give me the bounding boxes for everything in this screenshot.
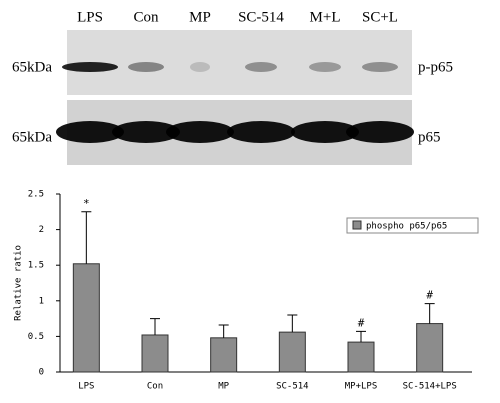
y-tick-label: 1.5 — [28, 261, 44, 271]
y-tick-label: 2.5 — [28, 190, 44, 200]
band — [62, 62, 118, 72]
annotation: * — [83, 197, 90, 210]
band — [166, 121, 234, 143]
bar — [347, 341, 375, 373]
band — [112, 121, 180, 143]
x-tick-label: SC-514 — [276, 382, 309, 392]
band — [346, 121, 414, 143]
lane-label: SC+L — [362, 9, 398, 25]
row-label: p-p65 — [418, 59, 453, 75]
bar — [416, 323, 444, 373]
lane-label: LPS — [77, 9, 103, 25]
error-bar — [356, 330, 366, 343]
annotation: # — [358, 316, 365, 329]
band — [56, 121, 124, 143]
y-tick-label: 2 — [39, 225, 44, 235]
error-bar — [81, 211, 92, 264]
x-tick-label: Con — [147, 382, 163, 392]
x-tick-label: LPS — [78, 382, 94, 392]
bar — [278, 331, 306, 373]
blot-panel — [67, 30, 412, 95]
legend-swatch — [352, 220, 362, 230]
error-bar — [287, 314, 298, 333]
lane-label: MP — [189, 9, 211, 25]
x-tick-label: MP — [218, 382, 229, 392]
band — [291, 121, 359, 143]
y-tick-label: 0.5 — [28, 332, 44, 342]
y-axis-label: Relative ratio — [14, 245, 24, 321]
row-label: p65 — [418, 129, 441, 145]
lane-label: M+L — [310, 9, 341, 25]
legend-label: phospho p65/p65 — [366, 222, 447, 232]
error-bar — [424, 303, 435, 324]
y-tick-label: 1 — [39, 296, 44, 306]
legend — [346, 217, 479, 234]
lane-label: SC-514 — [238, 9, 284, 25]
band — [309, 62, 341, 72]
bar — [141, 334, 169, 373]
band — [245, 62, 277, 72]
x-tick-label: MP+LPS — [345, 382, 378, 392]
band — [227, 121, 295, 143]
band — [128, 62, 164, 72]
error-bar — [218, 324, 229, 338]
x-tick-label: SC-514+LPS — [403, 382, 457, 392]
error-bar — [150, 318, 160, 335]
bar — [72, 263, 100, 373]
y-tick-label: 0 — [39, 368, 44, 378]
annotation: # — [426, 289, 433, 302]
lane-label: Con — [133, 9, 159, 25]
size-label: 65kDa — [12, 129, 52, 145]
bar — [210, 337, 238, 373]
band — [190, 62, 210, 72]
band — [362, 62, 398, 72]
size-label: 65kDa — [12, 59, 52, 75]
